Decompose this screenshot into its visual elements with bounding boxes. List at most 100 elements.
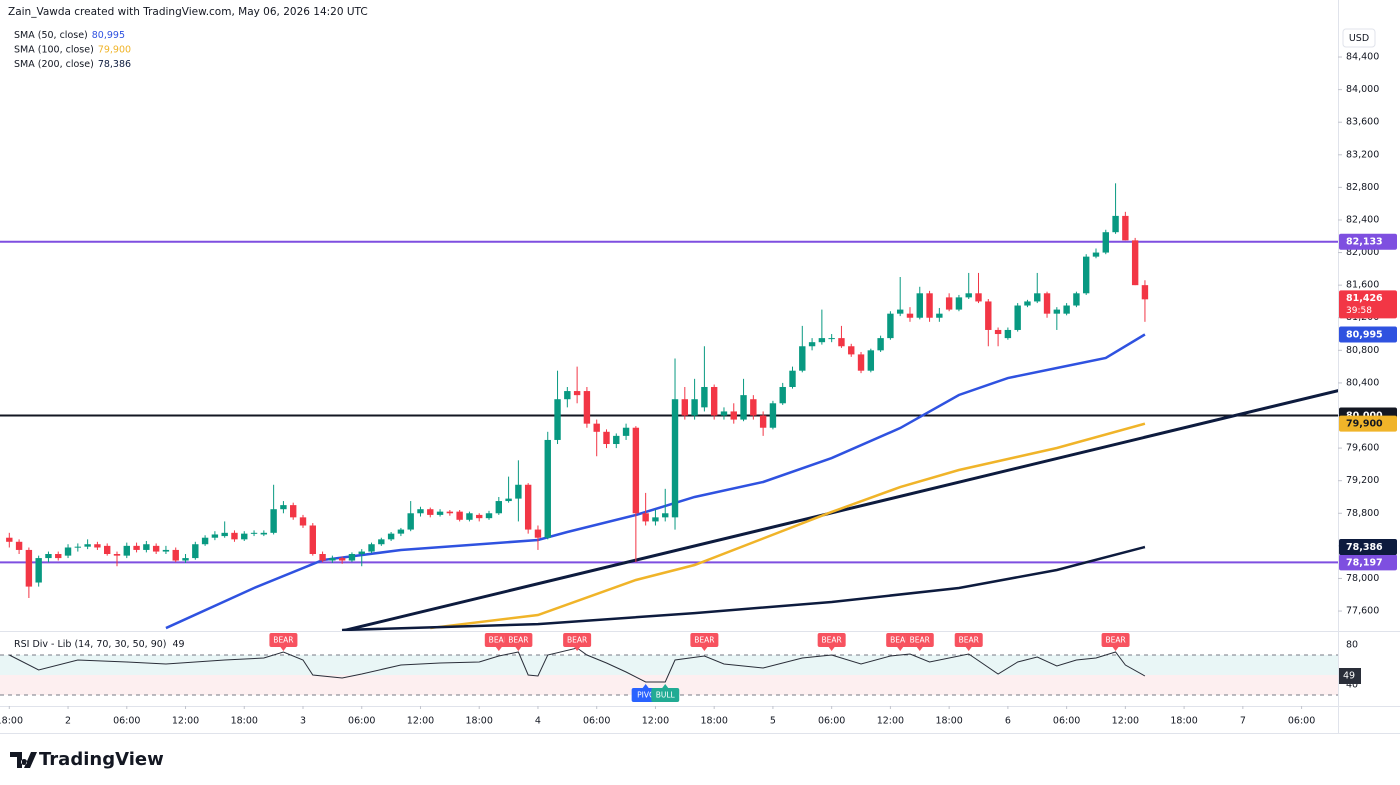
- signal-label: BEAR: [690, 633, 719, 651]
- signal-text: BEAR: [822, 636, 842, 645]
- candle-body: [64, 547, 72, 556]
- candle-body: [662, 513, 669, 518]
- countdown: 39:58: [1346, 306, 1372, 316]
- candle-body: [642, 513, 649, 522]
- candle-body: [593, 423, 600, 432]
- price-tag-label: 82,133: [1346, 237, 1383, 248]
- signal-box: [905, 633, 934, 647]
- candle-body: [25, 549, 33, 587]
- candle-body: [887, 313, 894, 339]
- candle-body: [495, 501, 503, 514]
- signal-pointer: [828, 647, 835, 651]
- signal-text: BEAR: [694, 636, 714, 645]
- candle-body: [1122, 215, 1129, 241]
- signal-box: [504, 633, 533, 647]
- x-tick-label: 06:00: [113, 716, 140, 727]
- rsi-legend: RSI Div - Lib (14, 70, 30, 50, 90) 49: [14, 639, 185, 650]
- candle-body: [456, 511, 463, 520]
- signal-pointer: [515, 647, 522, 651]
- x-tick-label: 18:00: [231, 716, 258, 727]
- candle-body: [652, 517, 659, 522]
- y-tick-label: 78,800: [1346, 508, 1379, 519]
- candle-body: [476, 514, 483, 519]
- candle-body: [221, 532, 228, 537]
- candle-body: [485, 513, 493, 519]
- candle-body: [270, 509, 277, 533]
- signal-text: BEAR: [273, 636, 293, 645]
- signal-pointer: [897, 647, 904, 651]
- candle-body: [965, 293, 972, 298]
- indicator-legend: SMA (50, close) 80,995: [14, 30, 125, 41]
- candle-body: [838, 338, 845, 347]
- candle-body: [554, 399, 561, 440]
- candle-body: [192, 544, 199, 559]
- sma-line: [342, 545, 1146, 631]
- candle-body: [113, 554, 121, 556]
- candle-body: [1043, 293, 1051, 314]
- indicator-value: 78,386: [98, 59, 131, 70]
- signal-text: BEAR: [959, 636, 979, 645]
- candle-body: [55, 554, 62, 559]
- candle-body: [1014, 305, 1021, 330]
- signal-pointer: [642, 684, 649, 688]
- candle-body: [857, 354, 865, 371]
- candle-body: [74, 546, 82, 548]
- rsi-line: [9, 647, 1146, 683]
- x-tick-label: 7: [1240, 716, 1246, 727]
- y-tick-label: 80,400: [1346, 377, 1379, 388]
- indicator-value: 79,900: [98, 44, 131, 55]
- candle-body: [1053, 309, 1061, 314]
- y-tick-label: 79,600: [1346, 443, 1379, 454]
- signal-text: BEAR: [567, 636, 587, 645]
- x-tick-label: 18:00: [0, 716, 23, 727]
- candle-body: [1063, 305, 1070, 314]
- candle-body: [524, 484, 532, 530]
- candle-body: [348, 554, 356, 561]
- candle-body: [505, 498, 512, 502]
- last-price-label: 81,426: [1346, 293, 1383, 304]
- candle-body: [417, 509, 424, 514]
- x-tick-label: 5: [770, 716, 776, 727]
- candle-body: [211, 534, 219, 538]
- signal-label: BEAR: [1101, 633, 1130, 651]
- candle-body: [319, 554, 326, 561]
- x-tick-label: 12:00: [877, 716, 904, 727]
- candle-body: [769, 403, 777, 428]
- candle-body: [848, 346, 855, 355]
- price-tag: [1339, 326, 1397, 343]
- candle-body: [828, 338, 835, 340]
- candle-body: [896, 309, 904, 314]
- signal-label: BEAR: [954, 633, 983, 651]
- logo: TradingView: [10, 749, 164, 770]
- price-tag: [1339, 554, 1397, 571]
- signal-box: [269, 633, 298, 647]
- candle-body: [201, 537, 209, 545]
- logo-mark: [10, 752, 37, 768]
- candle-body: [613, 435, 620, 445]
- currency-box[interactable]: [1342, 28, 1376, 48]
- candle-body: [104, 545, 111, 555]
- candle-body: [358, 551, 365, 555]
- y-tick-label: 77,600: [1346, 606, 1379, 617]
- candle-body: [750, 399, 757, 416]
- rsi-band: [0, 675, 1338, 695]
- y-tick-label: 83,200: [1346, 149, 1379, 160]
- candle-body: [15, 541, 23, 550]
- y-tick-label: 81,600: [1346, 280, 1379, 291]
- candle-body: [1024, 301, 1031, 306]
- candle-body: [466, 513, 473, 520]
- y-tick-label: 82,400: [1346, 214, 1379, 225]
- candle-body: [280, 505, 287, 510]
- sma-line: [430, 422, 1146, 630]
- signal-pointer: [1112, 647, 1119, 651]
- x-tick-label: 12:00: [642, 716, 669, 727]
- x-tick-label: 2: [65, 716, 71, 727]
- price-tag-label: 80,995: [1346, 329, 1383, 340]
- candle-body: [309, 525, 316, 555]
- signal-pointer: [280, 647, 287, 651]
- signal-box: [651, 688, 680, 702]
- candle-body: [759, 415, 767, 428]
- x-tick-label: 18:00: [935, 716, 962, 727]
- candle-body: [133, 545, 140, 550]
